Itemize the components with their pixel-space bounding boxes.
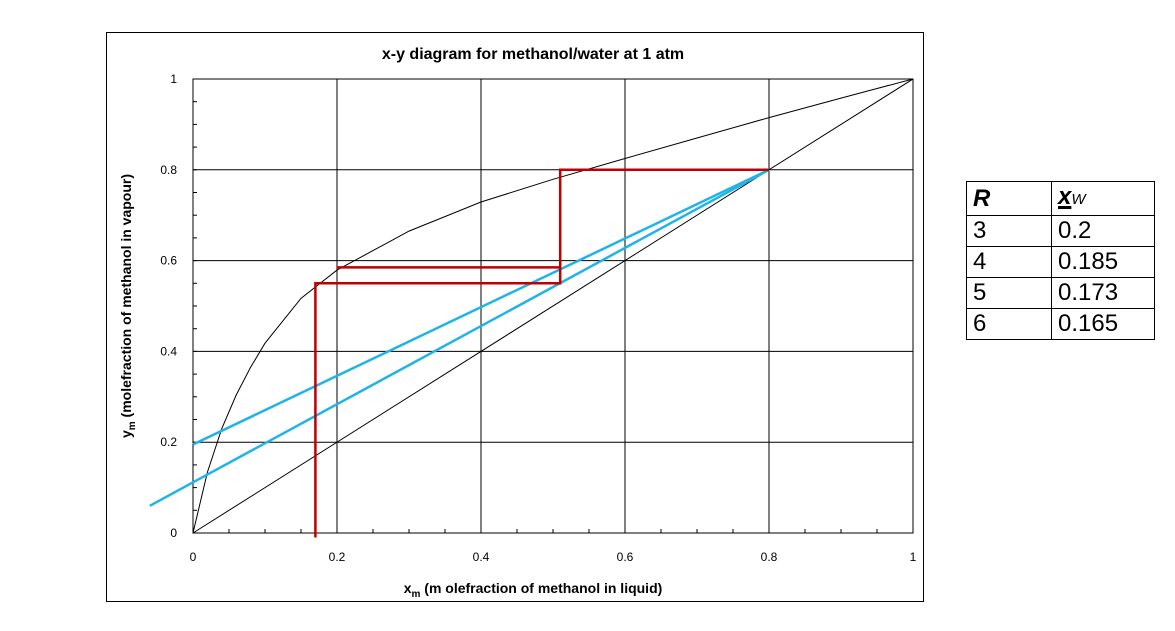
y-tick-label: 1 — [170, 72, 177, 86]
y-tick-label: 0.4 — [160, 344, 177, 358]
series-line-4 — [314, 168, 769, 538]
table-row: 5 0.173 — [966, 277, 1155, 309]
y-tick-label: 0.6 — [160, 254, 177, 268]
table-header-row: R xW — [966, 181, 1155, 216]
xy-chart: 0 0.2 0.4 0.6 0.8 1 0 0.2 0.4 0.6 0.8 1 x-y diagram … — [118, 46, 917, 600]
table-cell-x: 0.185 — [1051, 246, 1155, 278]
series-line-1 — [192, 79, 913, 534]
table-header-r: R — [966, 181, 1052, 216]
chart-title: x-y diagram for methanol/water at 1 atm — [382, 46, 684, 63]
series-line-3 — [149, 168, 770, 507]
x-tick-label: 0.6 — [617, 550, 634, 564]
series-line-2 — [192, 168, 770, 446]
table-cell-x: 0.165 — [1051, 308, 1155, 340]
x-tick-label: 0.4 — [473, 550, 490, 564]
reflux-table: R xW 3 0.2 4 0.185 5 0.173 6 0.165 — [966, 181, 1155, 340]
table-cell-r: 5 — [966, 277, 1052, 309]
x-tick-label: 1 — [910, 550, 917, 564]
y-tick-label: 0.8 — [160, 163, 177, 177]
table-cell-x: 0.173 — [1051, 277, 1155, 309]
x-tick-label: 0.2 — [329, 550, 346, 564]
x-axis-label: xm (m olefraction of methanol in liquid) — [404, 580, 663, 600]
table-header-x: x — [1058, 183, 1072, 210]
table-header-xw: xW — [1051, 181, 1155, 216]
series-line-0 — [192, 79, 913, 534]
chart-frame: 0 0.2 0.4 0.6 0.8 1 0 0.2 0.4 0.6 0.8 1 x-y diagram … — [106, 32, 924, 602]
y-axis-label: ym (molefraction of methanol in vapour) — [118, 174, 138, 438]
table-cell-r: 6 — [966, 308, 1052, 340]
table-row: 3 0.2 — [966, 215, 1155, 247]
table-header-x-sub: W — [1071, 191, 1086, 208]
y-tick-label: 0.2 — [160, 435, 177, 449]
table-row: 4 0.185 — [966, 246, 1155, 278]
y-tick-label: 0 — [170, 526, 177, 540]
table-cell-r: 4 — [966, 246, 1052, 278]
table-cell-r: 3 — [966, 215, 1052, 247]
table-row: 6 0.165 — [966, 308, 1155, 340]
x-tick-label: 0.8 — [761, 550, 778, 564]
x-tick-label: 0 — [190, 550, 197, 564]
table-cell-x: 0.2 — [1051, 215, 1155, 247]
